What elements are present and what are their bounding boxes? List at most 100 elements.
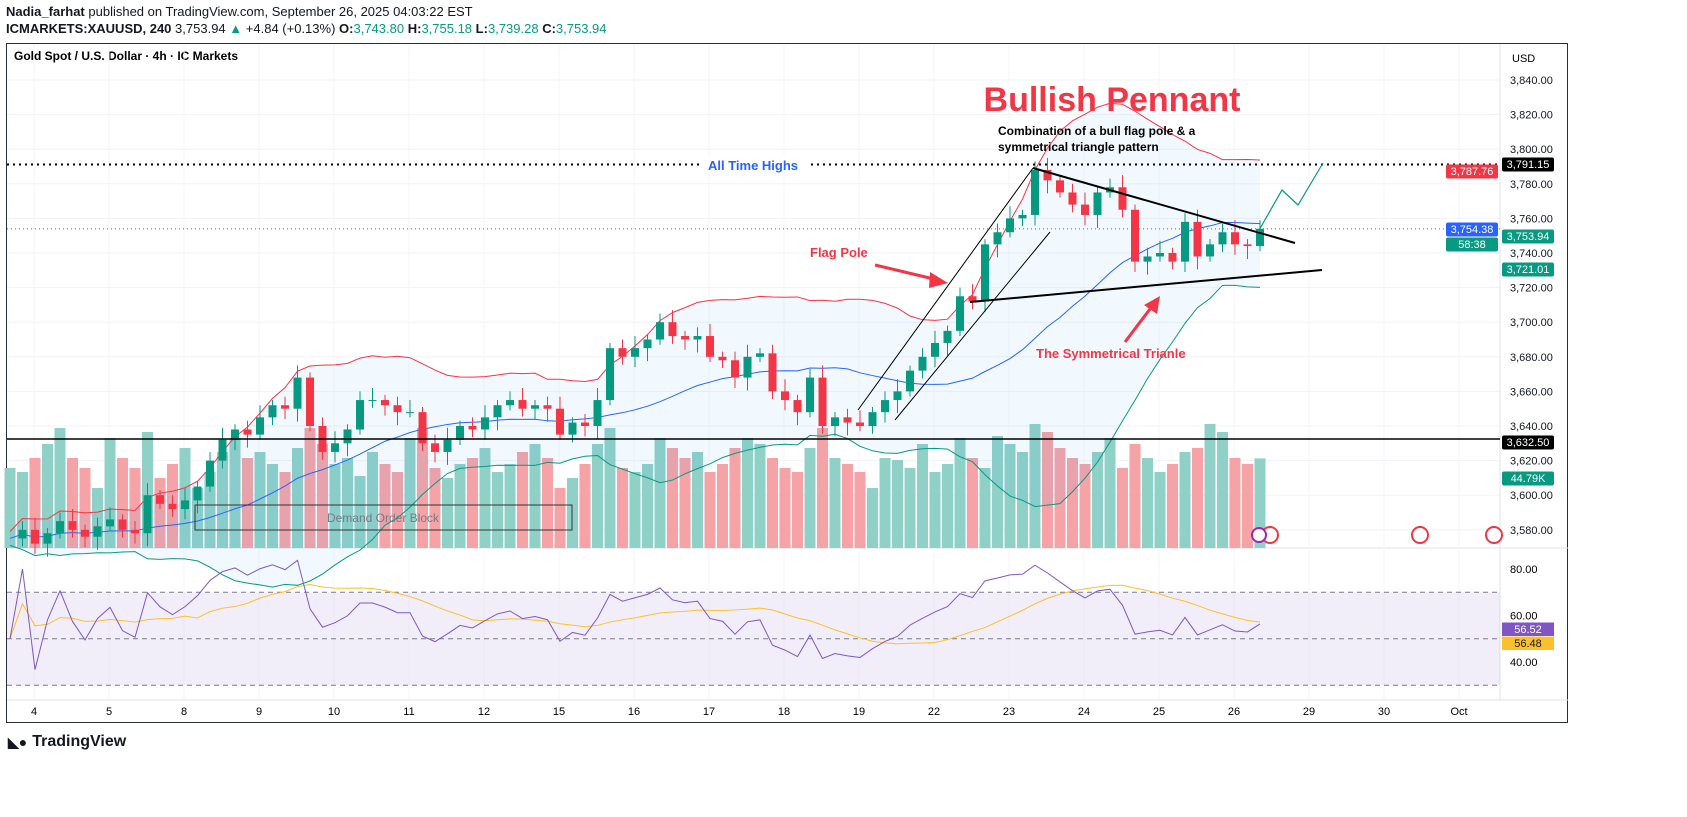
- candle-body: [893, 391, 902, 401]
- candle-body: [1081, 204, 1089, 215]
- candle-body: [731, 360, 739, 378]
- candle-body: [1093, 192, 1102, 215]
- tradingview-logo[interactable]: ◣● TradingView: [8, 733, 126, 751]
- volume-bar: [842, 464, 853, 548]
- arrow-head-icon: [1144, 296, 1160, 314]
- close-label: C:: [542, 21, 556, 36]
- volume-bar: [529, 444, 541, 548]
- up-arrow-icon: ▲: [229, 21, 243, 36]
- volume-bar: [254, 452, 266, 548]
- volume-bar: [642, 464, 653, 548]
- candle-body: [131, 529, 139, 534]
- volume-bar: [317, 444, 328, 548]
- volume-bar: [342, 458, 353, 548]
- countdown-label-bg: [1446, 237, 1498, 252]
- candle-body: [656, 322, 664, 340]
- candle-body: [968, 296, 977, 302]
- x-tick-label: 11: [403, 706, 414, 718]
- volume-bar: [1154, 472, 1166, 548]
- y-tick-label: 3,740.00: [1510, 248, 1553, 260]
- candle-body: [468, 426, 477, 430]
- volume-bar: [17, 472, 28, 548]
- pattern-subtitle-2: symmetrical triangle pattern: [998, 140, 1159, 154]
- volume-bar: [1129, 444, 1141, 548]
- volume-bar: [542, 458, 553, 548]
- volume-bar: [442, 478, 453, 548]
- volume-bar: [42, 444, 53, 548]
- candle-body: [606, 348, 614, 401]
- volume-bar: [717, 464, 728, 548]
- y-tick-label: 3,660.00: [1510, 386, 1553, 398]
- x-tick-label: 15: [553, 706, 565, 718]
- price-tag-bg: [1502, 262, 1554, 277]
- x-tick-label: 24: [1078, 706, 1090, 718]
- volume-bar: [1179, 452, 1191, 548]
- candle-body: [818, 377, 827, 426]
- candle-body: [18, 529, 27, 539]
- candle-body: [781, 391, 789, 401]
- candle-body: [943, 330, 952, 343]
- candle-body: [1243, 244, 1252, 247]
- volume-bar: [729, 448, 741, 548]
- open-label: O:: [339, 21, 354, 36]
- volume-bar: [104, 438, 116, 548]
- candle-body: [1143, 256, 1152, 262]
- candle-body: [93, 526, 102, 537]
- volume-bar: [592, 444, 603, 548]
- arrow-head-icon: [929, 272, 948, 288]
- candle-body: [156, 495, 164, 504]
- candle-body: [506, 400, 514, 406]
- tradingview-logo-icon: ◣●: [8, 733, 28, 750]
- volume-bar: [79, 468, 91, 548]
- chart-frame: [6, 43, 1568, 723]
- volume-bar: [267, 464, 278, 548]
- flag-pole-channel-left: [857, 167, 1034, 411]
- candle-body: [168, 503, 177, 510]
- volume-bar: [804, 448, 816, 548]
- volume-bar: [242, 458, 253, 548]
- x-tick-label: 22: [928, 706, 940, 718]
- x-tick-label: 16: [628, 706, 640, 718]
- x-tick-label: 29: [1303, 706, 1315, 718]
- candle-body: [181, 500, 189, 510]
- candle-body: [856, 422, 864, 426]
- rsi-ma-line: [9, 584, 1261, 645]
- candle-body: [618, 348, 627, 357]
- candle-body: [381, 400, 389, 406]
- change: +4.84 (+0.13%): [245, 21, 336, 36]
- price-tag: 3,754.38: [1451, 224, 1494, 236]
- candle-body: [393, 405, 402, 413]
- demand-order-block-label: Demand Order Block: [327, 511, 440, 525]
- candle-body: [1193, 221, 1202, 257]
- author[interactable]: Nadia_farhat: [6, 4, 85, 19]
- candle-body: [281, 405, 289, 409]
- volume-bar: [767, 458, 778, 548]
- candle-body: [1156, 253, 1164, 257]
- volume-bar: [229, 438, 241, 548]
- candle-body: [806, 377, 814, 413]
- volume-bar: [67, 458, 78, 548]
- x-tick-label: 10: [328, 706, 340, 718]
- candle-body: [593, 400, 602, 426]
- x-tick-label: 25: [1153, 706, 1165, 718]
- pattern-title: Bullish Pennant: [984, 81, 1241, 119]
- candle-body: [668, 322, 677, 337]
- volume-bar: [854, 472, 866, 548]
- volume-bar: [1117, 468, 1128, 548]
- volume-bar: [217, 452, 228, 548]
- volume-bar: [392, 472, 403, 548]
- volume-bar: [517, 452, 528, 548]
- volume-bar: [417, 428, 428, 548]
- x-tick-label: 17: [703, 706, 715, 718]
- x-tick-label: 30: [1378, 706, 1390, 718]
- candle-body: [118, 519, 127, 530]
- last-price: 3,753.94: [175, 21, 226, 36]
- volume-bar: [792, 472, 803, 548]
- volume-bar: [1167, 464, 1178, 548]
- y-tick-label: 3,780.00: [1510, 179, 1553, 191]
- symbol: ICMARKETS:XAUUSD, 240: [6, 21, 172, 36]
- candle-body: [431, 443, 439, 452]
- y-tick-label: 3,600.00: [1510, 490, 1553, 502]
- volume-bar: [754, 444, 766, 548]
